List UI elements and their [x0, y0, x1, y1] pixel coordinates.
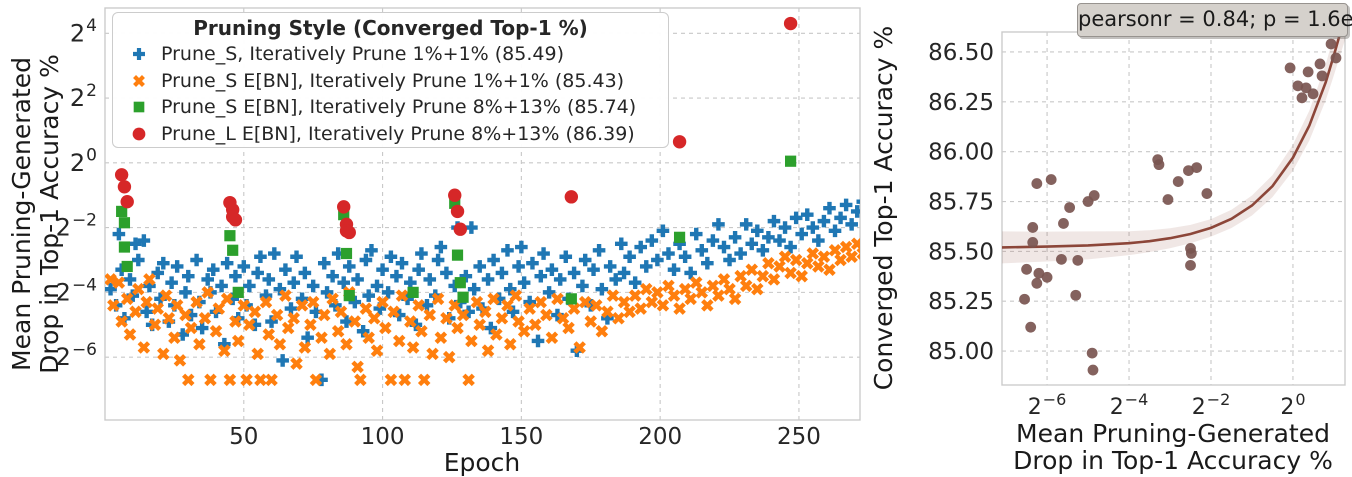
svg-text:100: 100: [361, 424, 405, 450]
plus-marker-icon: [133, 48, 145, 61]
left-y-axis-label-line2: Drop in Top-1 Accuracy %: [35, 54, 64, 374]
left-chart-points: [105, 16, 860, 387]
svg-text:85.25: 85.25: [928, 289, 994, 315]
right-chart-points: [1019, 38, 1342, 376]
legend-item-label: Prune_L E[BN], Iteratively Prune 8%+13% …: [161, 122, 635, 145]
svg-text:86.00: 86.00: [928, 140, 994, 166]
right-x-axis-label-line2: Drop in Top-1 Accuracy %: [1013, 446, 1333, 475]
left-series-0: [105, 198, 860, 387]
left-y-axis-label: Mean Pruning-Generated Drop in Top-1 Acc…: [7, 0, 64, 429]
right-chart-gridlines: [1002, 32, 1345, 385]
legend-item-prune-s-ebn-8: Prune_S E[BN], Iteratively Prune 8%+13% …: [113, 94, 668, 121]
svg-text:150: 150: [499, 424, 543, 450]
left-y-axis-label-line1: Mean Pruning-Generated: [7, 57, 36, 371]
svg-text:250: 250: [777, 424, 821, 450]
left-series-1: [105, 237, 860, 387]
svg-text:2−2: 2−2: [1192, 390, 1231, 420]
svg-text:2−6: 2−6: [56, 340, 97, 371]
svg-text:50: 50: [229, 424, 258, 450]
svg-text:200: 200: [638, 424, 682, 450]
svg-text:85.75: 85.75: [928, 190, 994, 216]
svg-text:22: 22: [70, 81, 97, 112]
svg-text:86.25: 86.25: [928, 90, 994, 116]
legend-item-label: Prune_S, Iteratively Prune 1%+1% (85.49): [161, 43, 564, 66]
left-series-2: [116, 155, 797, 305]
legend-item-prune-s-ebn-1: Prune_S E[BN], Iteratively Prune 1%+1% (…: [113, 68, 668, 95]
legend-title: Pruning Style (Converged Top-1 %): [193, 16, 588, 40]
pearson-annotation: pearsonr = 0.84; p = 1.6e-11: [1077, 3, 1352, 37]
svg-text:85.50: 85.50: [928, 239, 994, 265]
legend-item-label: Prune_S E[BN], Iteratively Prune 8%+13% …: [161, 96, 637, 119]
regression-line: [1002, 32, 1342, 249]
legend-item-prune-l-ebn: Prune_L E[BN], Iteratively Prune 8%+13% …: [113, 121, 668, 148]
right-chart: 85.00 85.25 85.50 85.75 86.00 86.25 86.50 2−6 2−…: [928, 31, 1346, 420]
left-chart-frame: [104, 7, 861, 421]
legend: Pruning Style (Converged Top-1 %) Prune_…: [112, 12, 669, 148]
right-x-axis-label: Mean Pruning-Generated Drop in Top-1 Acc…: [973, 420, 1352, 474]
x-marker-icon: [133, 74, 145, 87]
left-chart-tick-labels: 24 22 20 2−2 2−4 2−6 50 100 150 200 250: [56, 16, 821, 450]
right-chart-regression: [1002, 32, 1345, 264]
svg-text:2−2: 2−2: [56, 211, 97, 242]
left-chart: 24 22 20 2−2 2−4 2−6 50 100 150 200 250: [56, 7, 861, 450]
svg-text:86.50: 86.50: [928, 40, 994, 66]
svg-text:20: 20: [1280, 390, 1305, 420]
right-chart-tick-labels: 85.00 85.25 85.50 85.75 86.00 86.25 86.50 2−6 2−…: [928, 40, 1305, 420]
legend-item-prune-s: Prune_S, Iteratively Prune 1%+1% (85.49): [113, 41, 668, 68]
circle-marker-icon: [132, 127, 146, 141]
left-x-axis-label: Epoch: [443, 448, 521, 477]
svg-text:24: 24: [70, 16, 97, 47]
right-y-axis-label: Converged Top-1 Accuracy %: [869, 25, 898, 391]
svg-text:2−6: 2−6: [1028, 390, 1067, 420]
svg-text:2−4: 2−4: [1110, 390, 1149, 420]
square-marker-icon: [133, 101, 145, 113]
legend-item-label: Prune_S E[BN], Iteratively Prune 1%+1% (…: [161, 69, 625, 92]
confidence-band: [1002, 32, 1345, 264]
svg-text:2−4: 2−4: [56, 275, 97, 306]
svg-text:20: 20: [70, 146, 97, 177]
svg-text:85.00: 85.00: [928, 339, 994, 365]
left-series-3: [114, 16, 798, 240]
right-x-axis-label-line1: Mean Pruning-Generated: [1016, 419, 1330, 448]
